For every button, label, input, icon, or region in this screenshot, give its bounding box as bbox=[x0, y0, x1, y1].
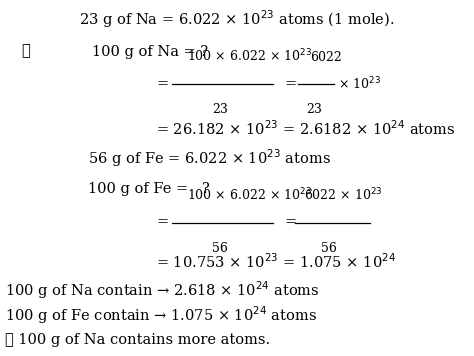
Text: =: = bbox=[284, 77, 297, 91]
Text: 100 g of Fe =   ?: 100 g of Fe = ? bbox=[88, 182, 210, 196]
Text: 100 g of Na contain → 2.618 × 10$^{24}$ atoms: 100 g of Na contain → 2.618 × 10$^{24}$ … bbox=[5, 279, 319, 301]
Text: 100 × 6.022 × 10$^{23}$: 100 × 6.022 × 10$^{23}$ bbox=[187, 186, 312, 203]
Text: 23: 23 bbox=[306, 103, 322, 116]
Text: 56: 56 bbox=[212, 242, 228, 255]
Text: =: = bbox=[156, 215, 169, 230]
Text: 23: 23 bbox=[212, 103, 228, 116]
Text: =: = bbox=[156, 77, 169, 91]
Text: =: = bbox=[284, 215, 297, 230]
Text: 6022: 6022 bbox=[310, 51, 342, 64]
Text: ∴ 100 g of Na contains more atoms.: ∴ 100 g of Na contains more atoms. bbox=[5, 333, 270, 347]
Text: = 10.753 × 10$^{23}$ = 1.075 × 10$^{24}$: = 10.753 × 10$^{23}$ = 1.075 × 10$^{24}$ bbox=[156, 252, 396, 271]
Text: × 10$^{23}$: × 10$^{23}$ bbox=[338, 75, 381, 92]
Text: 100 g of Fe contain → 1.075 × 10$^{24}$ atoms: 100 g of Fe contain → 1.075 × 10$^{24}$ … bbox=[5, 304, 317, 326]
Text: 100 g of Na = ?: 100 g of Na = ? bbox=[92, 44, 209, 59]
Text: ∴: ∴ bbox=[21, 44, 30, 59]
Text: 100 × 6.022 × 10$^{23}$: 100 × 6.022 × 10$^{23}$ bbox=[187, 47, 312, 64]
Text: = 26.182 × 10$^{23}$ = 2.6182 × 10$^{24}$ atoms: = 26.182 × 10$^{23}$ = 2.6182 × 10$^{24}… bbox=[156, 119, 456, 137]
Text: 23 g of Na = 6.022 × 10$^{23}$ atoms (1 mole).: 23 g of Na = 6.022 × 10$^{23}$ atoms (1 … bbox=[79, 9, 395, 30]
Text: 56 g of Fe = 6.022 × 10$^{23}$ atoms: 56 g of Fe = 6.022 × 10$^{23}$ atoms bbox=[88, 148, 331, 169]
Text: 6022 × 10$^{23}$: 6022 × 10$^{23}$ bbox=[304, 186, 383, 203]
Text: 56: 56 bbox=[321, 242, 337, 255]
